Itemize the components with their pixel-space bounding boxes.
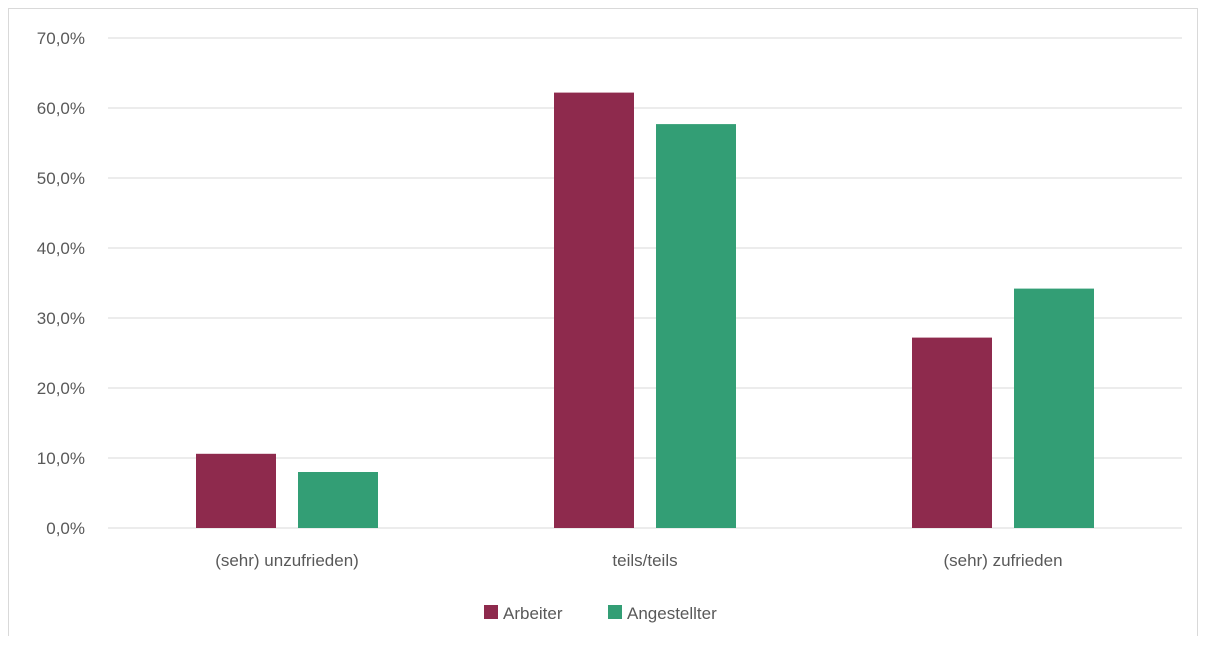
y-tick-label: 70,0% xyxy=(37,29,85,48)
legend-label-arbeiter: Arbeiter xyxy=(503,604,563,623)
bar-angestellter-2 xyxy=(1014,289,1094,528)
bar-arbeiter-1 xyxy=(554,93,634,528)
bar-arbeiter-2 xyxy=(912,338,992,528)
y-tick-label: 60,0% xyxy=(37,99,85,118)
legend-swatch-arbeiter xyxy=(484,605,498,619)
y-tick-label: 40,0% xyxy=(37,239,85,258)
bars xyxy=(196,93,1094,528)
x-category-label: (sehr) unzufrieden) xyxy=(215,551,359,570)
y-tick-label: 10,0% xyxy=(37,449,85,468)
legend-label-angestellter: Angestellter xyxy=(627,604,717,623)
bar-angestellter-1 xyxy=(656,124,736,528)
legend-swatch-angestellter xyxy=(608,605,622,619)
y-tick-label: 20,0% xyxy=(37,379,85,398)
x-category-label: (sehr) zufrieden xyxy=(943,551,1062,570)
legend: Arbeiter Angestellter xyxy=(484,604,717,623)
y-axis-tick-labels: 0,0% 10,0% 20,0% 30,0% 40,0% 50,0% 60,0% 70,0% xyxy=(37,29,85,538)
bar-angestellter-0 xyxy=(298,472,378,528)
x-axis-category-labels: (sehr) unzufrieden) teils/teils (sehr) zuf… xyxy=(215,551,1062,570)
y-tick-label: 30,0% xyxy=(37,309,85,328)
y-tick-label: 50,0% xyxy=(37,169,85,188)
y-tick-label: 0,0% xyxy=(46,519,85,538)
x-category-label: teils/teils xyxy=(612,551,677,570)
bar-arbeiter-0 xyxy=(196,454,276,528)
